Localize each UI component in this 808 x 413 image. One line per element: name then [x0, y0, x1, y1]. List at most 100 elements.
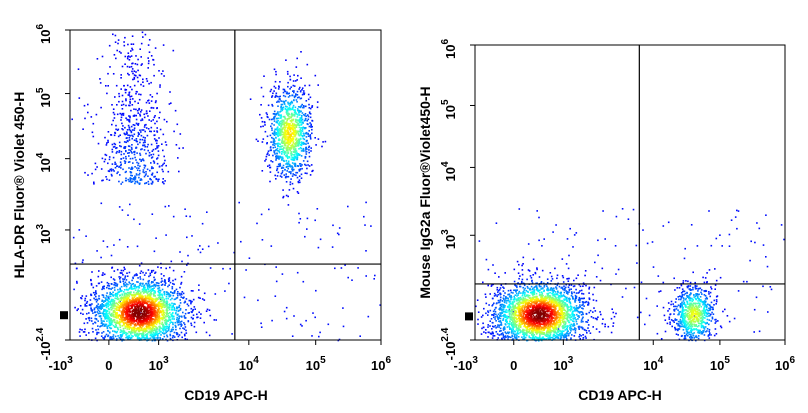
event-dot [168, 317, 170, 319]
event-dot [294, 111, 296, 113]
event-dot [134, 286, 136, 288]
event-dot [169, 326, 171, 328]
event-dot [307, 161, 309, 163]
event-dot [261, 214, 263, 216]
event-dot [209, 335, 211, 337]
event-dot [112, 151, 114, 153]
event-dot [136, 320, 138, 322]
event-dot [96, 114, 98, 116]
event-dot [532, 274, 534, 276]
event-dot [149, 178, 151, 180]
event-dot [304, 120, 306, 122]
event-dot [669, 318, 671, 320]
event-dot [684, 248, 686, 250]
event-dot [137, 281, 139, 283]
event-dot [136, 174, 138, 176]
event-dot [583, 305, 585, 307]
event-dot [125, 322, 127, 324]
event-dot [305, 115, 307, 117]
event-dot [144, 274, 146, 276]
event-dot [198, 284, 200, 286]
event-dot [274, 111, 276, 113]
event-dot [265, 131, 267, 133]
event-dot [578, 292, 580, 294]
event-dot [487, 336, 489, 338]
event-dot [604, 326, 606, 328]
event-dot [180, 325, 182, 327]
event-dot [269, 164, 271, 166]
event-dot [135, 181, 137, 183]
event-dot [118, 181, 120, 183]
event-dot [135, 63, 137, 65]
event-dot [164, 160, 166, 162]
event-dot [192, 290, 194, 292]
event-dot [139, 183, 141, 185]
event-dot [196, 332, 198, 334]
event-dot [129, 121, 131, 123]
event-dot [174, 299, 176, 301]
event-dot [288, 204, 290, 206]
event-dot [127, 328, 129, 330]
event-dot [586, 332, 588, 334]
event-dot [293, 92, 295, 94]
event-dot [150, 309, 152, 311]
event-dot [481, 333, 483, 335]
event-dot [295, 107, 297, 109]
event-dot [272, 95, 274, 97]
event-dot [291, 155, 293, 157]
event-dot [485, 294, 487, 296]
event-dot [90, 299, 92, 301]
event-dot [587, 327, 589, 329]
event-dot [132, 79, 134, 81]
event-dot [307, 64, 309, 66]
event-dot [116, 104, 118, 106]
event-dot [115, 326, 117, 328]
event-dot [131, 308, 133, 310]
event-dot [228, 283, 230, 285]
event-dot [317, 101, 319, 103]
event-dot [302, 150, 304, 152]
event-dot [581, 327, 583, 329]
event-dot [179, 324, 181, 326]
event-dot [497, 287, 499, 289]
event-dot [305, 106, 307, 108]
event-dot [157, 309, 159, 311]
event-dot [107, 311, 109, 313]
event-dot [481, 316, 483, 318]
event-dot [359, 335, 361, 337]
event-dot [526, 279, 528, 281]
event-dot [279, 143, 281, 145]
event-dot [288, 132, 290, 134]
event-dot [101, 289, 103, 291]
event-dot [159, 86, 161, 88]
event-dot [282, 104, 284, 106]
event-dot [87, 301, 89, 303]
event-dot [673, 278, 675, 280]
event-dot [681, 285, 683, 287]
event-dot [135, 325, 137, 327]
event-dot [134, 154, 136, 156]
event-dot [155, 331, 157, 333]
event-dot [133, 108, 135, 110]
event-dot [710, 292, 712, 294]
event-dot [144, 117, 146, 119]
event-dot [708, 210, 710, 212]
event-dot [131, 66, 133, 68]
event-dot [299, 163, 301, 165]
event-dot [172, 335, 174, 337]
event-dot [185, 326, 187, 328]
event-dot [557, 275, 559, 277]
event-dot [494, 293, 496, 295]
event-dot [164, 314, 166, 316]
event-dot [173, 131, 175, 133]
event-dot [283, 196, 285, 198]
event-dot [126, 89, 128, 91]
event-dot [137, 277, 139, 279]
event-dot [147, 115, 149, 117]
event-dot [127, 284, 129, 286]
event-dot [113, 157, 115, 159]
event-dot [614, 316, 616, 318]
event-dot [710, 334, 712, 336]
event-dot [150, 273, 152, 275]
event-dot [135, 109, 137, 111]
